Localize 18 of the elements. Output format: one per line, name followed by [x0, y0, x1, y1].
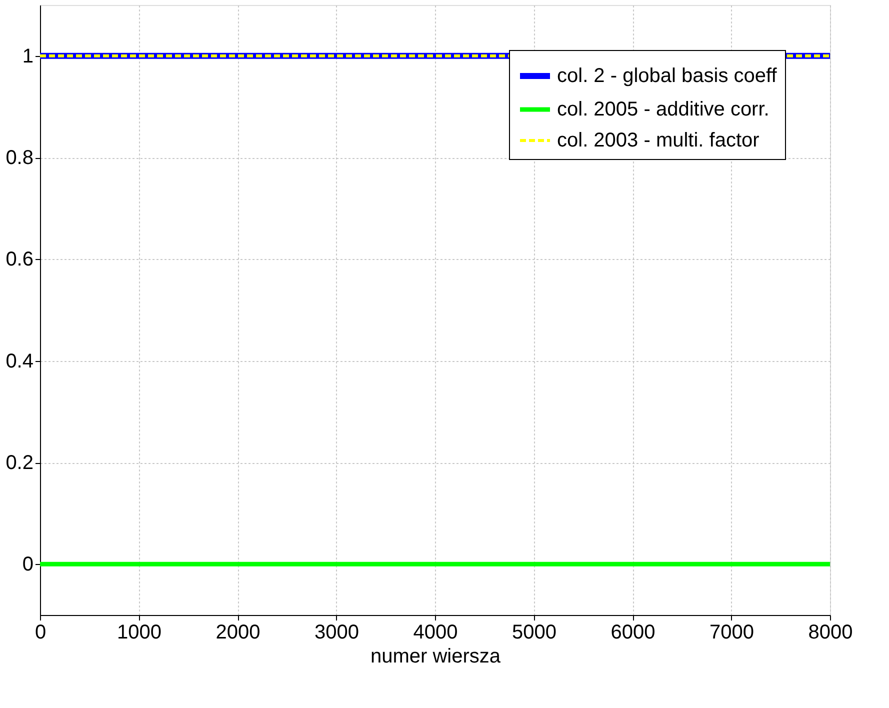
y-tick-label: 0.4: [6, 350, 34, 372]
x-tick-label: 4000: [413, 622, 458, 644]
y-tick-label: 1: [22, 45, 34, 68]
x-tick-label: 3000: [314, 622, 359, 644]
y-tick-label: 0: [22, 554, 34, 576]
y-tick-label: 0.8: [6, 147, 34, 169]
y-tick-label: 0.6: [6, 248, 34, 271]
x-tick-label: 8000: [808, 622, 853, 644]
x-tick-label: 6000: [610, 622, 656, 644]
legend-label: col. 2003 - multi. factor: [557, 130, 760, 152]
x-tick-label: 2000: [216, 622, 260, 644]
legend-label: col. 2 - global basis coeff: [557, 65, 778, 87]
x-tick-label: 5000: [512, 622, 556, 644]
y-tick-label: 0.2: [6, 452, 34, 474]
x-tick-label: 1000: [117, 622, 162, 644]
x-tick-label: 7000: [710, 622, 754, 644]
x-axis-title: numer wiersza: [370, 646, 502, 668]
legend-label: col. 2005 - additive corr.: [557, 98, 770, 120]
